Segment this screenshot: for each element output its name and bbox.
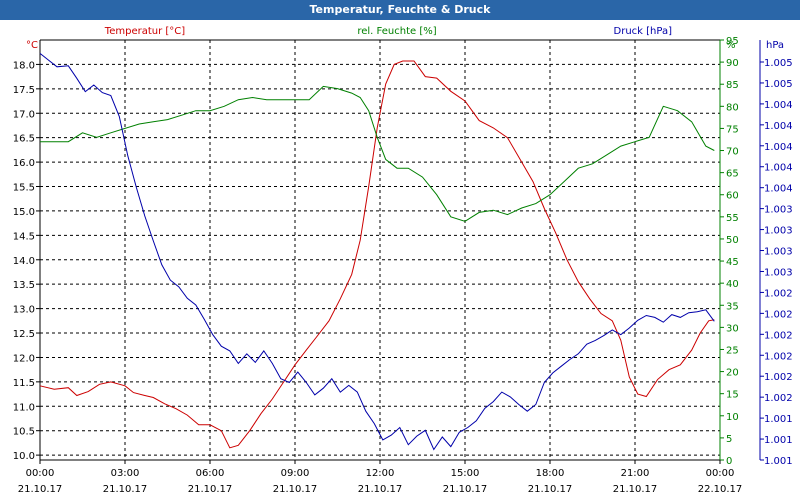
tick-label-time: 18:00 (536, 468, 565, 479)
tick-label-temperature: 16.0 (13, 158, 35, 169)
tick-label-humidity: 50 (726, 235, 739, 246)
tick-label-date: 21.10.17 (613, 484, 658, 495)
tick-label-time: 21:00 (621, 468, 650, 479)
tick-label-date: 21.10.17 (103, 484, 148, 495)
tick-label-pressure: 1.004 (764, 184, 793, 195)
tick-label-pressure: 1.005 (764, 58, 793, 69)
legend-item-pressure: Druck [hPa] (614, 26, 673, 37)
tick-label-temperature: 10.0 (13, 451, 35, 462)
tick-label-temperature: 10.5 (13, 427, 35, 438)
tick-label-date: 21.10.17 (528, 484, 573, 495)
tick-label-date: 21.10.17 (273, 484, 318, 495)
series-lines (39, 53, 715, 451)
tick-label-time: 00:00 (26, 468, 55, 479)
tick-label-temperature: 17.5 (13, 85, 35, 96)
tick-label-pressure: 1.004 (764, 142, 793, 153)
window-title: Temperatur, Feuchte & Druck (309, 3, 491, 16)
tick-label-humidity: 25 (726, 345, 739, 356)
tick-label-temperature: 11.5 (13, 378, 35, 389)
tick-label-time: 06:00 (196, 468, 225, 479)
axis-unit-humidity: % (726, 40, 736, 51)
tick-label-pressure: 1.002 (764, 309, 793, 320)
tick-label-temperature: 16.5 (13, 134, 35, 145)
tick-label-humidity: 30 (726, 323, 739, 334)
tick-label-temperature: 15.0 (13, 207, 35, 218)
tick-label-temperature: 13.0 (13, 305, 35, 316)
tick-label-pressure: 1.003 (764, 267, 793, 278)
tick-label-pressure: 1.001 (764, 456, 793, 467)
axis-unit-temperature: °C (26, 40, 38, 51)
tick-label-date: 21.10.17 (358, 484, 403, 495)
tick-label-pressure: 1.003 (764, 226, 793, 237)
tick-label-pressure: 1.003 (764, 205, 793, 216)
tick-label-humidity: 65 (726, 169, 739, 180)
tick-label-pressure: 1.002 (764, 288, 793, 299)
tick-label-humidity: 80 (726, 102, 739, 113)
tick-label-pressure: 1.002 (764, 351, 793, 362)
tick-label-humidity: 20 (726, 368, 739, 379)
tick-label-temperature: 14.5 (13, 231, 35, 242)
window-titlebar: Temperatur, Feuchte & Druck (0, 0, 800, 20)
tick-label-pressure: 1.004 (764, 163, 793, 174)
tick-label-pressure: 1.001 (764, 414, 793, 425)
tick-label-humidity: 95 (726, 36, 739, 47)
series-line-pressure (39, 53, 715, 451)
tick-label-date: 21.10.17 (188, 484, 233, 495)
tick-label-humidity: 35 (726, 301, 739, 312)
tick-label-temperature: 17.0 (13, 109, 35, 120)
plot-frame (39, 39, 761, 461)
tick-label-pressure: 1.002 (764, 330, 793, 341)
tick-label-date: 22.10.17 (698, 484, 743, 495)
tick-label-temperature: 14.0 (13, 256, 35, 267)
series-line-humidity (40, 85, 715, 222)
tick-label-time: 00:00 (706, 468, 735, 479)
series-line-temperature (39, 60, 715, 449)
tick-label-time: 09:00 (281, 468, 310, 479)
tick-label-pressure: 1.002 (764, 393, 793, 404)
tick-label-time: 12:00 (366, 468, 395, 479)
tick-label-humidity: 60 (726, 191, 739, 202)
legend-item-temperature: Temperatur [°C] (104, 26, 185, 37)
tick-label-pressure: 1.001 (764, 435, 793, 446)
tick-label-humidity: 15 (726, 390, 739, 401)
tick-label-humidity: 75 (726, 124, 739, 135)
tick-label-time: 15:00 (451, 468, 480, 479)
tick-label-pressure: 1.004 (764, 100, 793, 111)
tick-label-humidity: 45 (726, 257, 739, 268)
tick-label-date: 21.10.17 (18, 484, 63, 495)
chart-grid (40, 40, 720, 460)
tick-label-date: 21.10.17 (443, 484, 488, 495)
tick-label-humidity: 40 (726, 279, 739, 290)
legend-item-humidity: rel. Feuchte [%] (357, 26, 436, 37)
tick-label-pressure: 1.005 (764, 79, 793, 90)
tick-label-humidity: 10 (726, 412, 739, 423)
tick-label-time: 03:00 (111, 468, 140, 479)
tick-label-humidity: 55 (726, 213, 739, 224)
tick-label-pressure: 1.003 (764, 247, 793, 258)
tick-label-temperature: 12.5 (13, 329, 35, 340)
axis-unit-pressure: hPa (766, 40, 784, 51)
tick-label-humidity: 70 (726, 147, 739, 158)
tick-label-humidity: 5 (726, 434, 732, 445)
tick-label-humidity: 85 (726, 80, 739, 91)
tick-label-pressure: 1.004 (764, 121, 793, 132)
tick-label-humidity: 0 (726, 456, 732, 467)
tick-label-pressure: 1.002 (764, 372, 793, 383)
tick-label-temperature: 12.0 (13, 353, 35, 364)
tick-label-temperature: 13.5 (13, 280, 35, 291)
legend: Temperatur [°C] rel. Feuchte [%] Druck [hP… (104, 26, 672, 37)
tick-label-temperature: 18.0 (13, 60, 35, 71)
tick-labels: 10.0 10.5 11.0 11.5 12.0 12.5 13.0 13.5 14.0 14.5… (13, 36, 793, 495)
tick-label-temperature: 15.5 (13, 183, 35, 194)
tick-label-humidity: 90 (726, 58, 739, 69)
tick-label-temperature: 11.0 (13, 402, 35, 413)
